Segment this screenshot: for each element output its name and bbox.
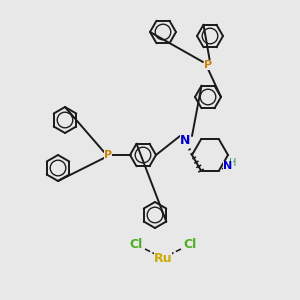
Text: N: N bbox=[180, 134, 190, 148]
Text: P: P bbox=[204, 60, 212, 70]
Text: Cl: Cl bbox=[129, 238, 142, 250]
Text: Cl: Cl bbox=[183, 238, 196, 250]
Text: Ru: Ru bbox=[154, 251, 172, 265]
Text: H: H bbox=[229, 158, 237, 168]
Text: P: P bbox=[104, 150, 112, 160]
Text: N: N bbox=[224, 160, 232, 171]
